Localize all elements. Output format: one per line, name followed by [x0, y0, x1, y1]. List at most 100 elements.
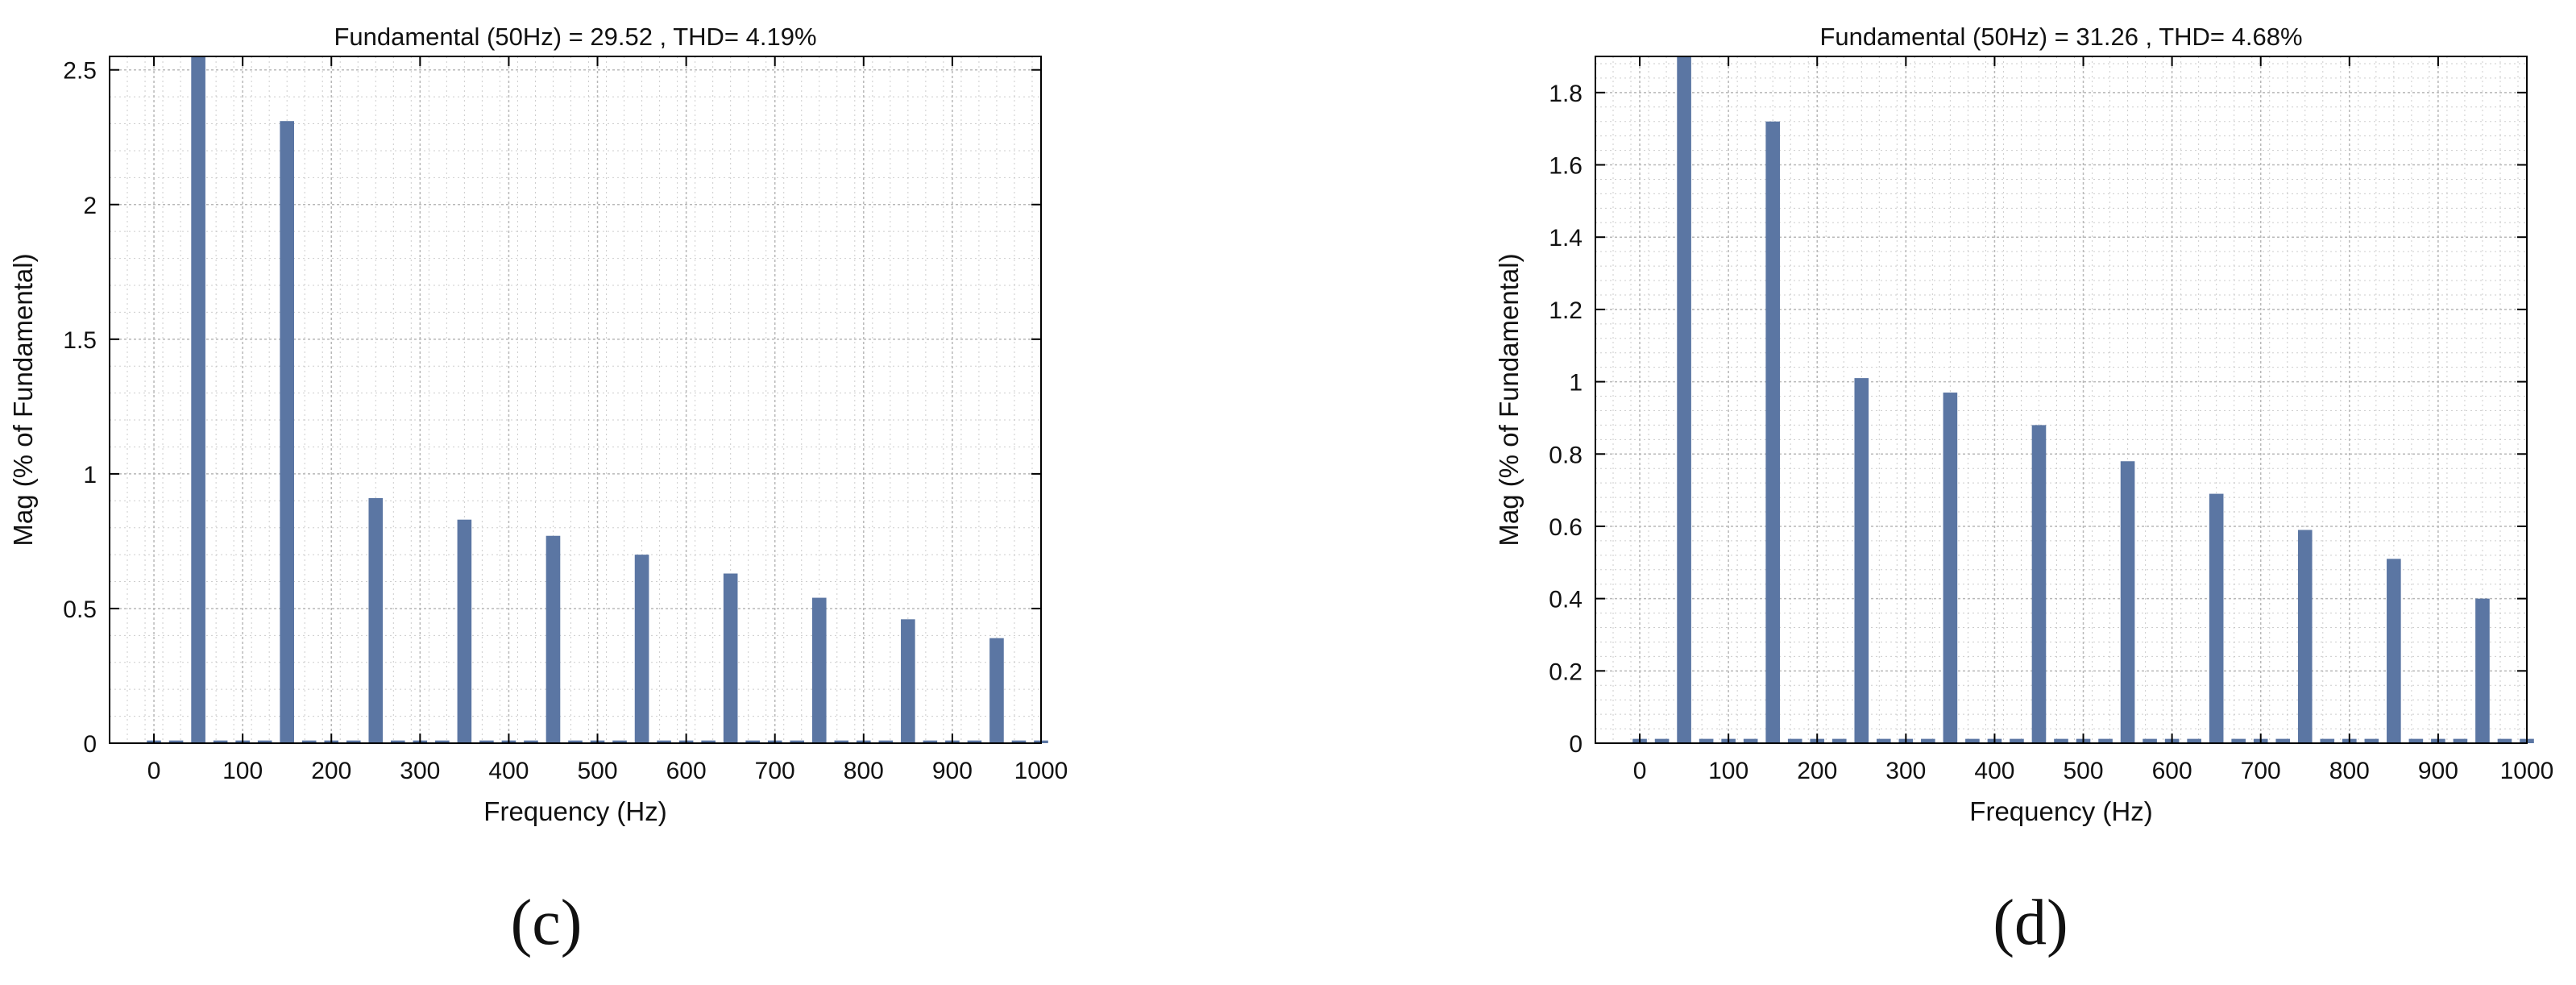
bar-550hz: [2120, 461, 2135, 743]
bar-250hz: [368, 497, 384, 743]
x-axis-label: Frequency (Hz): [1969, 796, 2152, 826]
x-tick-label: 900: [932, 758, 973, 784]
x-tick-label: 1000: [2500, 758, 2554, 784]
panel-label-c: (c): [510, 887, 583, 958]
bar-750hz: [811, 597, 827, 743]
noise-bar: [1743, 738, 1758, 743]
noise-bar: [1921, 738, 1935, 743]
x-tick-label: 800: [2329, 758, 2370, 784]
bar-750hz: [2297, 530, 2313, 743]
x-tick-label: 0: [147, 758, 161, 784]
y-tick-label: 2: [83, 193, 97, 219]
noise-bar: [257, 740, 272, 743]
noise-bar: [657, 740, 671, 743]
x-tick-label: 1000: [1014, 758, 1068, 784]
x-tick-label: 200: [1797, 758, 1837, 784]
noise-bar: [479, 740, 494, 743]
y-tick-label: 1.2: [1549, 297, 1583, 324]
bar-950hz: [2475, 598, 2490, 743]
bar-950hz: [989, 638, 1004, 743]
noise-bar: [834, 740, 849, 743]
bar-250hz: [1854, 378, 1869, 743]
noise-bar: [2143, 738, 2157, 743]
bar-850hz: [2387, 559, 2401, 743]
bar-50hz: [191, 56, 205, 743]
noise-bar: [1831, 738, 1847, 743]
x-tick-label: 800: [844, 758, 884, 784]
noise-bar: [1654, 738, 1670, 743]
y-tick-label: 1.8: [1549, 81, 1583, 107]
chart-c: 0 100 200 300 400 500 600 700 800 900 1000 0 0.5 1 1.5…: [8, 23, 1068, 826]
noise-bar: [346, 740, 361, 743]
y-tick-label: 0.6: [1549, 514, 1583, 541]
x-tick-label: 100: [1708, 758, 1748, 784]
noise-bar: [1877, 738, 1891, 743]
bar-350hz: [457, 519, 472, 743]
y-tick-label: 0.8: [1549, 442, 1583, 468]
chart-title: Fundamental (50Hz) = 29.52 , THD= 4.19%: [334, 23, 816, 51]
bar-650hz: [2209, 493, 2224, 743]
noise-bar: [301, 740, 317, 743]
noise-bar: [524, 740, 538, 743]
noise-bar: [1787, 738, 1802, 743]
x-tick-label: 400: [488, 758, 529, 784]
y-tick-label: 0: [83, 731, 97, 758]
x-tick-label: 600: [666, 758, 707, 784]
y-tick-label: 0.4: [1549, 587, 1583, 613]
bar-550hz: [634, 555, 649, 743]
x-tick-label: 100: [222, 758, 263, 784]
bar-350hz: [1943, 393, 1958, 743]
bar-450hz: [545, 535, 561, 743]
noise-bar: [967, 740, 982, 743]
y-tick-label: 1.4: [1549, 225, 1583, 251]
y-tick-label: 1: [83, 462, 97, 488]
noise-bar: [2453, 738, 2468, 743]
y-tick-label: 0.2: [1549, 659, 1583, 685]
x-tick-label: 300: [400, 758, 440, 784]
y-tick-label: 0.5: [63, 596, 97, 623]
noise-bar: [2408, 738, 2424, 743]
y-axis-label: Mag (% of Fundamental): [1494, 253, 1524, 546]
noise-bar: [2497, 738, 2512, 743]
x-tick-label: 400: [1974, 758, 2014, 784]
noise-bar: [2231, 738, 2246, 743]
noise-bar: [2364, 738, 2379, 743]
bar-850hz: [901, 619, 915, 743]
noise-bar: [745, 740, 760, 743]
chart-d: 0 100 200 300 400 500 600 700 800 900 1000 0 0.2 0.4 0…: [1494, 23, 2553, 826]
noise-bar: [790, 740, 805, 743]
noise-bar: [878, 740, 894, 743]
y-tick-label: 1: [1569, 370, 1583, 397]
x-tick-label: 0: [1633, 758, 1647, 784]
x-tick-label: 200: [311, 758, 351, 784]
bar-150hz: [280, 121, 294, 743]
bar-50hz: [1677, 56, 1691, 743]
noise-bar: [2275, 738, 2291, 743]
noise-bar: [2098, 738, 2113, 743]
x-tick-label: 300: [1885, 758, 1926, 784]
noise-bar: [2187, 738, 2201, 743]
bar-150hz: [1765, 121, 1780, 743]
x-tick-label: 900: [2418, 758, 2458, 784]
noise-bar: [923, 740, 938, 743]
noise-bar: [435, 740, 450, 743]
bar-450hz: [2031, 425, 2047, 743]
y-axis-label: Mag (% of Fundamental): [8, 253, 38, 546]
noise-bar: [568, 740, 583, 743]
y-tick-label: 0: [1569, 731, 1583, 758]
noise-bar: [1965, 738, 1980, 743]
panel-label-d: (d): [1993, 887, 2068, 958]
y-tick-label: 1.5: [63, 327, 97, 354]
y-tick-label: 2.5: [63, 58, 97, 85]
x-tick-label: 700: [755, 758, 795, 784]
noise-bar: [2054, 738, 2068, 743]
noise-bar: [1699, 738, 1714, 743]
noise-bar: [701, 740, 716, 743]
noise-bar: [168, 740, 184, 743]
noise-bar: [391, 740, 405, 743]
bar-650hz: [723, 573, 738, 743]
x-tick-label: 500: [577, 758, 617, 784]
noise-bar: [2010, 738, 2024, 743]
x-tick-label: 600: [2152, 758, 2192, 784]
